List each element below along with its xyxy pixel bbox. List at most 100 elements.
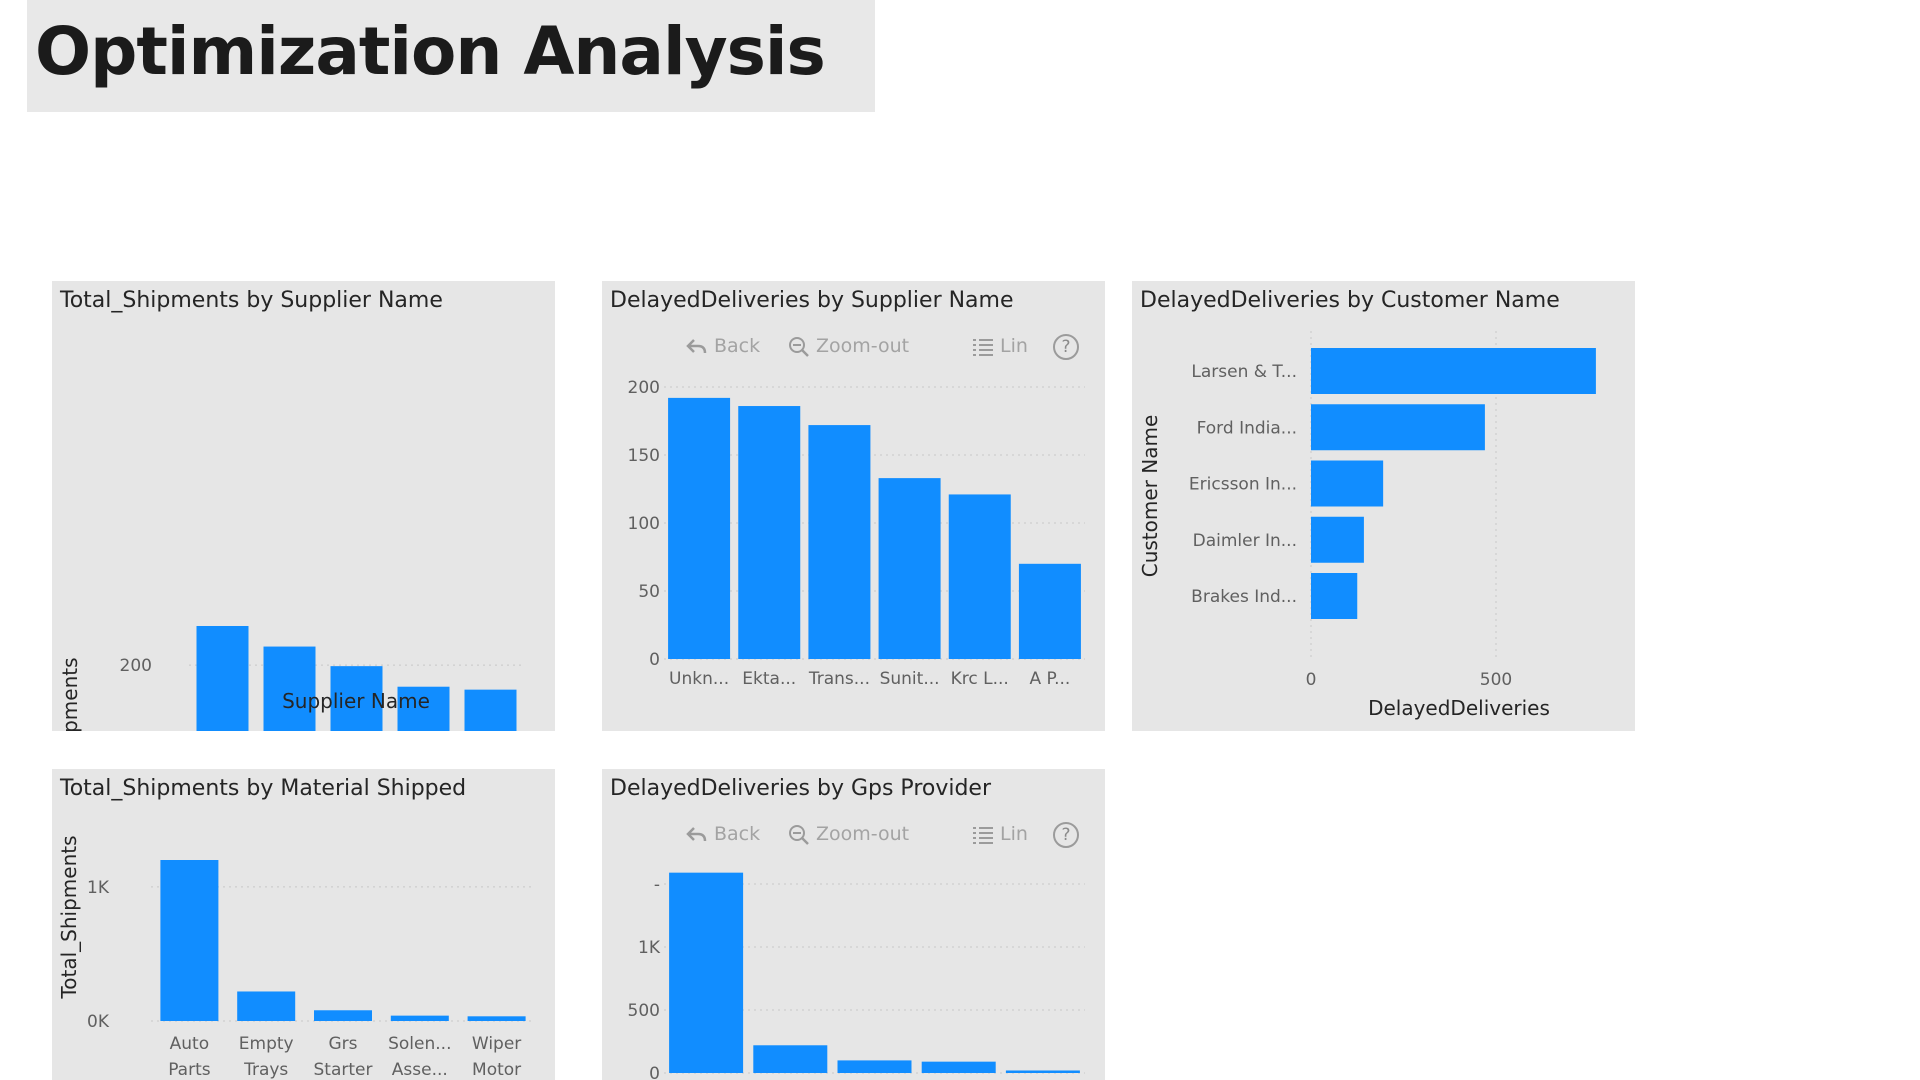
x-tick-label: Starter: [314, 1060, 373, 1080]
bar: [397, 686, 450, 731]
chart-svg[interactable]: 0 50 100 150 200 Unkn... Ekta... Trans... Sunit.…: [602, 281, 1105, 731]
list-icon: [973, 826, 993, 844]
y-tick-label: Daimler In...: [1193, 531, 1297, 551]
chart-card-shipments-by-supplier[interactable]: Total_Shipments by Supplier Name 0100200…: [52, 281, 555, 731]
back-arrow-icon: [686, 826, 707, 841]
bar: [314, 1010, 372, 1021]
bar: [1311, 348, 1596, 394]
bar: [669, 872, 744, 1073]
y-tick-label: 1K: [87, 878, 110, 898]
back-label: Back: [714, 335, 761, 357]
y-tick-label: Ford India...: [1197, 418, 1297, 438]
chart-title: Total_Shipments by Supplier Name: [60, 288, 443, 313]
x-tick-label: A P...: [1029, 669, 1070, 689]
bar: [1311, 573, 1358, 619]
back-button[interactable]: Back: [686, 331, 760, 361]
y-tick-label: 50: [638, 582, 660, 602]
list-icon: [973, 338, 993, 356]
y-axis-title: Total_Shipments: [57, 835, 81, 999]
x-tick-label: Sunit...: [880, 669, 940, 689]
visual-toolbar: Back Zoom-out Lin ?: [602, 331, 1105, 361]
y-tick-label: 0: [649, 1064, 660, 1080]
bar: [738, 406, 801, 659]
chart-title: Total_Shipments by Material Shipped: [60, 776, 467, 801]
x-tick-label: Trays: [243, 1060, 288, 1080]
x-tick-label: Solen...: [388, 1034, 451, 1054]
zoom-out-button[interactable]: Zoom-out: [788, 819, 909, 849]
bar: [753, 1045, 828, 1073]
bar: [390, 1015, 449, 1021]
bar: [878, 478, 941, 659]
bar: [668, 397, 731, 659]
help-icon[interactable]: ?: [1053, 822, 1079, 848]
chart-title: DelayedDeliveries by Gps Provider: [610, 776, 992, 801]
y-tick-label: 0K: [87, 1012, 110, 1032]
y-tick-label: 500: [628, 1001, 660, 1021]
chart-title: DelayedDeliveries by Supplier Name: [610, 288, 1014, 313]
x-tick-label: Motor: [472, 1060, 521, 1080]
bar: [948, 494, 1011, 659]
visual-toolbar: Back Zoom-out Lin ?: [602, 819, 1105, 849]
y-tick-label: Ericsson In...: [1189, 475, 1297, 495]
bar: [1005, 1070, 1080, 1073]
chart-svg[interactable]: 0 500 Larsen & T... Ford India... Ericsson I…: [1132, 281, 1635, 731]
x-tick-label: Krc L...: [951, 669, 1009, 689]
y-tick-label: Brakes Ind...: [1191, 587, 1297, 607]
y-tick-label: Larsen & T...: [1191, 362, 1297, 382]
x-tick-label: Parts: [168, 1060, 211, 1080]
zoom-out-button[interactable]: Zoom-out: [788, 331, 909, 361]
x-tick-label: Trans...: [808, 669, 870, 689]
x-tick-label: 500: [1480, 670, 1512, 690]
chart-title: DelayedDeliveries by Customer Name: [1140, 288, 1560, 313]
bar: [464, 689, 517, 731]
bar: [196, 626, 249, 731]
chart-card-delayed-by-customer[interactable]: DelayedDeliveries by Customer Name 0 500 L…: [1132, 281, 1635, 731]
y-axis-title: Customer Name: [1138, 415, 1162, 578]
report-title-box: Optimization Analysis: [27, 0, 875, 112]
back-arrow-icon: [686, 338, 707, 353]
lin-label: Lin: [1000, 823, 1028, 845]
x-tick-label: Auto: [170, 1034, 209, 1054]
bar: [160, 860, 219, 1021]
bar: [467, 1016, 526, 1021]
x-tick-label: Unkn...: [669, 669, 729, 689]
zoom-out-icon: [789, 336, 809, 357]
y-axis-title: Total_Shipments: [58, 657, 82, 731]
y-tick-label: 200: [628, 378, 660, 398]
chart-svg[interactable]: 0K 1K Auto Parts Empty Trays Grs Starter Solen..…: [52, 769, 555, 1080]
chart-card-shipments-by-material[interactable]: Total_Shipments by Material Shipped 0K 1K…: [52, 769, 555, 1080]
chart-card-delayed-by-supplier[interactable]: DelayedDeliveries by Supplier Name Back …: [602, 281, 1105, 731]
x-tick-label: Empty: [239, 1034, 294, 1054]
zoom-out-label: Zoom-out: [816, 823, 910, 845]
chart-svg[interactable]: 0100200Ekta Transport ...UnknownTrans Ca…: [52, 281, 555, 731]
x-tick-label: Ekta...: [742, 669, 796, 689]
bar: [237, 991, 296, 1021]
bar: [330, 666, 383, 731]
back-button[interactable]: Back: [686, 819, 760, 849]
bar: [1311, 404, 1485, 451]
bar: [921, 1061, 996, 1073]
y-tick-label: -: [654, 875, 660, 895]
x-tick-label: Wiper: [472, 1034, 521, 1054]
report-title: Optimization Analysis: [35, 13, 826, 90]
y-tick-label: 150: [628, 446, 660, 466]
y-tick-label: 1K: [638, 938, 661, 958]
bar: [263, 646, 316, 731]
bar: [837, 1060, 912, 1073]
bar: [1311, 516, 1364, 563]
bar: [808, 425, 871, 659]
lin-scale-button[interactable]: Lin: [972, 819, 1028, 849]
x-axis-title: DelayedDeliveries: [1368, 696, 1550, 720]
help-icon[interactable]: ?: [1053, 334, 1079, 360]
y-tick-label: 0: [649, 650, 660, 670]
x-tick-label: Asse...: [392, 1060, 448, 1080]
zoom-out-label: Zoom-out: [816, 335, 910, 357]
chart-card-delayed-by-gps[interactable]: DelayedDeliveries by Gps Provider Back Z…: [602, 769, 1105, 1080]
bar: [1018, 563, 1081, 659]
zoom-out-icon: [789, 824, 809, 845]
lin-scale-button[interactable]: Lin: [972, 331, 1028, 361]
y-tick-label: 200: [120, 656, 152, 676]
lin-label: Lin: [1000, 335, 1028, 357]
